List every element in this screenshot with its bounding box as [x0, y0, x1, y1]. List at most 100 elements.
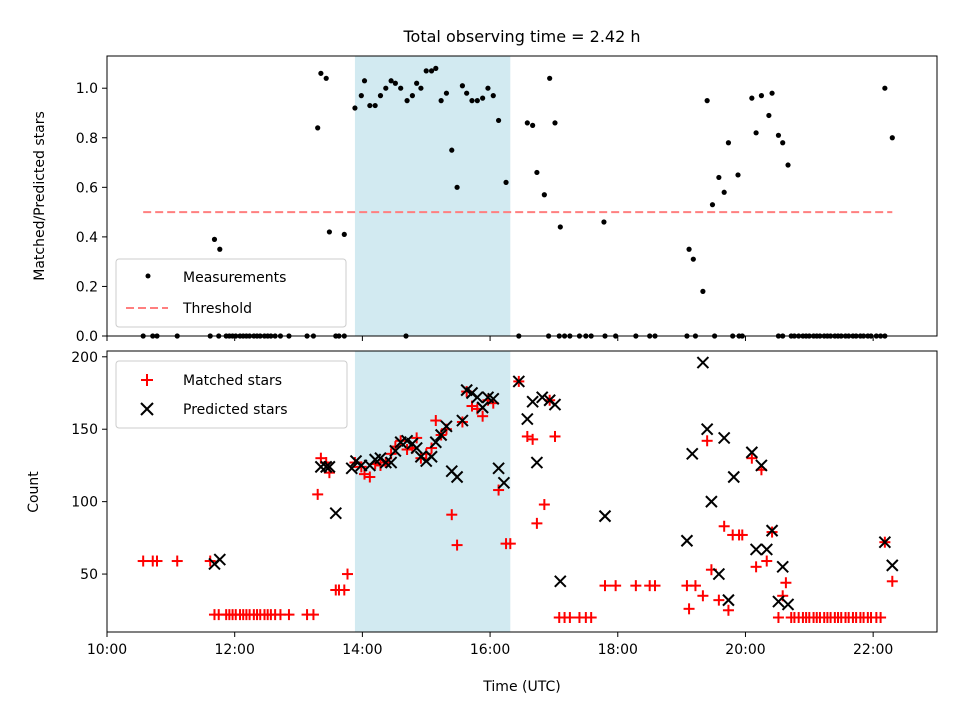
- measurement-point: [709, 202, 716, 208]
- top-y-tick-label: 0.4: [76, 230, 98, 246]
- matched-point: [713, 594, 725, 606]
- matched-point: [689, 580, 701, 592]
- predicted-point: [554, 575, 567, 588]
- measurement-point: [372, 102, 378, 109]
- measurement-point: [464, 90, 470, 96]
- measurement-point: [547, 75, 553, 81]
- matched-point: [411, 432, 423, 444]
- x-tick-label: 18:00: [598, 642, 638, 658]
- predicted-points: [208, 356, 899, 611]
- measurement-point: [735, 172, 741, 178]
- measurement-point: [530, 122, 536, 128]
- matched-point: [630, 580, 642, 592]
- bottom-y-tick-label: 150: [71, 422, 98, 438]
- predicted-point: [696, 356, 710, 369]
- bottom-y-axis-label: Count: [26, 471, 42, 513]
- matched-point: [493, 484, 505, 496]
- measurement-point: [358, 93, 364, 99]
- matched-point: [151, 555, 163, 567]
- measurement-point: [459, 83, 466, 89]
- predicted-point: [598, 509, 612, 523]
- top-legend-frame: [115, 258, 347, 328]
- predicted-point: [512, 375, 526, 388]
- measurement-point: [785, 162, 791, 168]
- matched-point: [761, 555, 773, 567]
- predicted-point: [772, 595, 785, 608]
- matched-point: [766, 526, 778, 538]
- predicted-point: [450, 470, 464, 484]
- measurement-point: [341, 231, 347, 238]
- predicted-point: [456, 414, 469, 427]
- observing-window-top: [354, 56, 511, 336]
- predicted-point: [323, 460, 336, 474]
- matched-point: [549, 430, 561, 442]
- measurement-point: [769, 90, 775, 96]
- x-tick-label: 20:00: [725, 642, 765, 658]
- top-panel: 0.0 0.2 0.4 0.6 0.8 1.0 Matched/Predicted sta…: [32, 55, 938, 345]
- legend-label-threshold: Threshold: [182, 301, 252, 317]
- measurement-point: [503, 179, 509, 185]
- measurement-point: [414, 80, 420, 86]
- measurement-point: [377, 93, 384, 99]
- predicted-point: [476, 401, 489, 414]
- predicted-point: [749, 543, 763, 556]
- measurement-point: [749, 95, 755, 101]
- matched-point: [736, 529, 748, 541]
- measurement-point: [318, 70, 324, 76]
- measurement-point: [601, 219, 607, 225]
- predicted-point: [680, 534, 694, 547]
- measurement-point: [361, 78, 368, 84]
- matched-point: [772, 612, 784, 624]
- measurement-point: [686, 246, 692, 252]
- matched-point: [426, 442, 438, 454]
- measurement-point: [428, 68, 435, 74]
- bottom-legend: Matched stars Predicted stars: [115, 360, 348, 429]
- measurement-point: [775, 132, 782, 138]
- measurement-point: [438, 98, 444, 104]
- measurement-point: [524, 120, 530, 126]
- x-tick-label: 16:00: [470, 642, 510, 658]
- measurement-point: [480, 95, 486, 101]
- predicted-point: [497, 476, 511, 490]
- matched-point: [610, 580, 622, 592]
- x-tick-label: 14:00: [342, 642, 382, 658]
- matched-point: [446, 509, 458, 521]
- measurement-point: [315, 125, 321, 131]
- measurement-point: [352, 105, 358, 111]
- matched-point: [564, 612, 576, 624]
- measurement-point: [449, 147, 455, 153]
- measurement-point: [398, 85, 404, 91]
- matched-point: [722, 604, 734, 616]
- measurement-point: [443, 90, 450, 96]
- legend-marker-predicted: [140, 402, 154, 416]
- matched-point: [531, 517, 543, 529]
- measurement-point: [211, 236, 218, 242]
- x-tick-label: 10:00: [87, 642, 127, 658]
- measurement-point: [889, 135, 895, 141]
- measurement-point: [474, 98, 480, 104]
- predicted-point: [886, 559, 899, 572]
- measurement-point: [690, 256, 696, 262]
- predicted-point: [434, 428, 448, 442]
- predicted-point: [722, 593, 735, 607]
- matched-point: [585, 612, 597, 624]
- predicted-point: [492, 462, 505, 475]
- measurement-point: [423, 68, 429, 74]
- top-axes-frame: [106, 55, 938, 337]
- matched-point: [137, 555, 149, 567]
- matched-point: [355, 461, 367, 473]
- measurement-point: [557, 224, 563, 230]
- matched-point: [875, 612, 887, 624]
- matched-point: [718, 520, 730, 532]
- predicted-point: [319, 460, 333, 474]
- matched-point: [171, 555, 183, 567]
- top-y-tick-label: 0.8: [76, 131, 98, 147]
- top-y-axis-label: Matched/Predicted stars: [32, 111, 48, 281]
- predicted-point: [781, 598, 795, 611]
- measurement-point: [404, 98, 410, 104]
- measurement-point: [433, 65, 439, 71]
- measurement-point: [541, 192, 547, 198]
- matched-point: [364, 471, 376, 483]
- matched-point: [697, 590, 709, 602]
